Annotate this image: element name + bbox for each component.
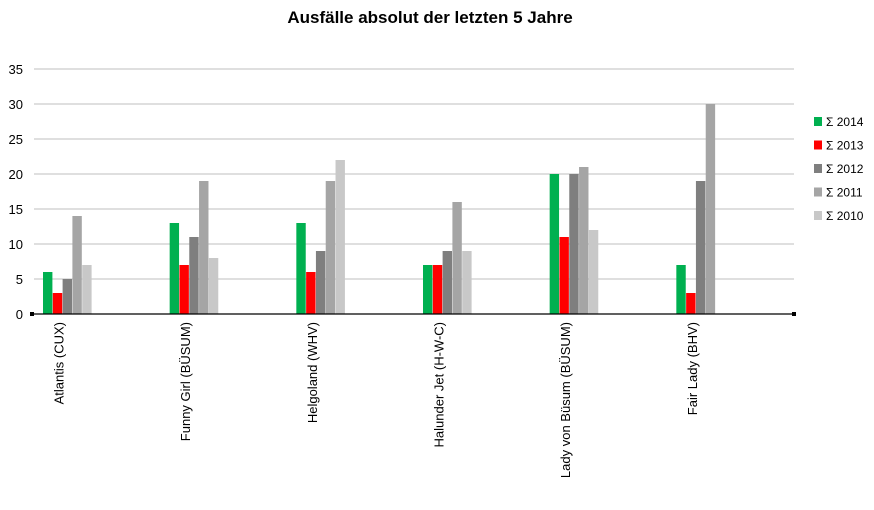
axis-end-marker	[792, 312, 796, 316]
bar	[686, 293, 696, 314]
y-tick-label: 30	[9, 97, 23, 112]
legend-swatch	[814, 211, 822, 220]
bar	[579, 167, 589, 314]
bar	[296, 223, 306, 314]
bar	[695, 181, 706, 314]
legend: Σ 2014 Σ 2013 Σ 2012 Σ 2011 Σ 2010	[814, 115, 864, 223]
bar	[199, 181, 209, 314]
bar	[169, 223, 180, 314]
bar	[452, 202, 462, 314]
legend-swatch	[814, 187, 822, 197]
legend-label: Σ 2014	[826, 115, 864, 129]
legend-label: Σ 2012	[826, 162, 864, 176]
y-tick-label: 15	[9, 202, 23, 217]
x-tick-label: Atlantis (CUX)	[52, 322, 67, 404]
bar	[549, 174, 560, 314]
legend-swatch	[814, 140, 822, 150]
bar	[72, 216, 82, 314]
y-tick-label: 0	[16, 307, 23, 322]
legend-label: Σ 2010	[826, 209, 864, 223]
bars	[43, 104, 716, 314]
bar	[705, 104, 716, 314]
axes	[30, 312, 796, 316]
bar	[52, 293, 63, 314]
bar	[569, 174, 579, 314]
y-tick-label: 10	[9, 237, 23, 252]
chart-title: Ausfälle absolut der letzten 5 Jahre	[287, 8, 573, 27]
bar	[189, 237, 199, 314]
bar	[315, 251, 326, 314]
bar	[588, 230, 599, 314]
axis-end-marker	[30, 312, 34, 316]
y-tick-label: 25	[9, 132, 23, 147]
bar	[43, 272, 53, 314]
legend-label: Σ 2011	[826, 186, 863, 200]
bar	[462, 251, 472, 314]
bar	[179, 265, 189, 314]
bar	[208, 258, 219, 314]
x-tick-label: Lady von Büsum (BÜSUM)	[558, 322, 573, 478]
bar	[423, 265, 433, 314]
bar	[676, 265, 686, 314]
bar	[432, 265, 443, 314]
legend-label: Σ 2013	[826, 139, 864, 153]
y-tick-label: 35	[9, 62, 23, 77]
y-tick-label: 20	[9, 167, 23, 182]
bar	[306, 272, 316, 314]
y-tick-label: 5	[16, 272, 23, 287]
legend-swatch	[814, 164, 822, 173]
bar	[442, 251, 452, 314]
x-category-labels: Atlantis (CUX) Funny Girl (BÜSUM) Helgolan…	[52, 322, 700, 478]
x-tick-label: Halunder Jet (H-W-C)	[432, 322, 447, 447]
x-tick-label: Helgoland (WHV)	[305, 322, 320, 423]
x-tick-label: Funny Girl (BÜSUM)	[178, 322, 193, 441]
bar	[325, 181, 336, 314]
gridlines	[34, 68, 794, 280]
x-tick-label: Fair Lady (BHV)	[685, 322, 700, 415]
y-tick-labels: 0 5 10 15 20 25 30 35	[9, 62, 23, 322]
bar	[82, 265, 92, 314]
bar	[559, 237, 569, 314]
legend-swatch	[814, 117, 822, 126]
bar	[62, 279, 72, 314]
bar	[335, 160, 345, 314]
